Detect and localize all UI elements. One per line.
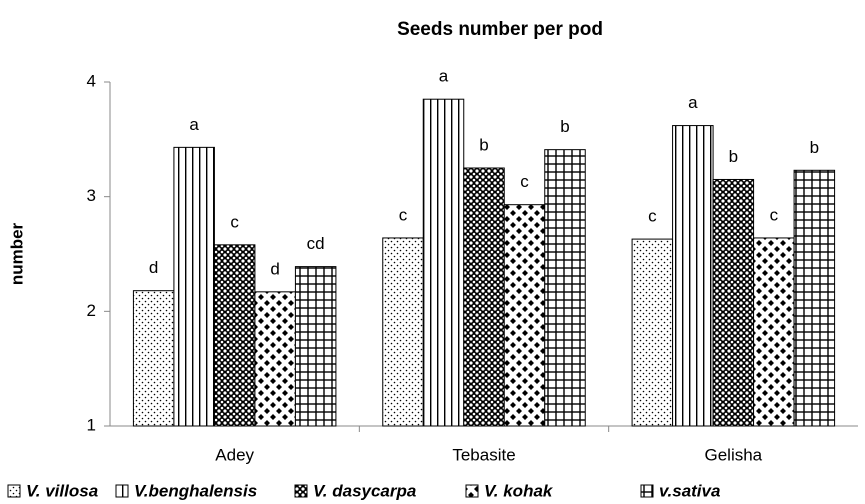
data-label: d xyxy=(149,258,158,277)
y-tick-label: 3 xyxy=(87,186,96,205)
bar xyxy=(631,238,674,427)
data-label: b xyxy=(560,117,569,136)
data-label: a xyxy=(688,93,698,112)
bar xyxy=(422,98,465,427)
legend-swatch xyxy=(7,484,21,498)
data-label: c xyxy=(770,205,779,224)
bar xyxy=(254,291,296,427)
legend-swatch xyxy=(465,484,479,498)
bar xyxy=(173,146,215,427)
bar xyxy=(712,178,755,427)
bar xyxy=(672,125,714,427)
x-tick-label: Gelisha xyxy=(705,445,763,464)
bar xyxy=(132,290,175,427)
legend-label: v.sativa xyxy=(659,481,720,500)
bar xyxy=(793,169,836,427)
y-tick-label: 2 xyxy=(87,301,96,320)
legend-label: V. villosa xyxy=(26,481,98,500)
legend-label: V.benghalensis xyxy=(134,481,257,500)
data-label: c xyxy=(648,207,657,226)
data-label: b xyxy=(479,135,488,154)
data-label: c xyxy=(520,172,529,191)
legend-swatch xyxy=(640,484,654,498)
x-tick-label: Tebasite xyxy=(452,445,515,464)
bar xyxy=(544,149,586,427)
bar xyxy=(213,244,256,427)
chart-title: Seeds number per pod xyxy=(397,19,603,40)
bar xyxy=(503,204,546,427)
y-tick-label: 4 xyxy=(87,71,96,90)
bar xyxy=(382,237,424,427)
legend-label: V. dasycarpa xyxy=(313,481,416,500)
bar xyxy=(294,266,337,427)
bar xyxy=(753,237,795,427)
x-tick-label: Adey xyxy=(215,445,254,464)
data-label: a xyxy=(189,115,199,134)
legend-swatch xyxy=(115,484,129,498)
data-label: c xyxy=(399,205,408,224)
data-label: b xyxy=(729,147,738,166)
data-label: c xyxy=(230,212,239,231)
data-label: cd xyxy=(307,234,325,253)
bar xyxy=(463,167,505,427)
data-label: d xyxy=(270,259,279,278)
legend-label: V. kohak xyxy=(484,481,554,500)
y-tick-label: 1 xyxy=(87,415,96,434)
data-label: b xyxy=(810,138,819,157)
data-label: a xyxy=(439,67,449,86)
legend-swatch xyxy=(294,484,308,498)
y-axis-label: number xyxy=(7,222,26,285)
